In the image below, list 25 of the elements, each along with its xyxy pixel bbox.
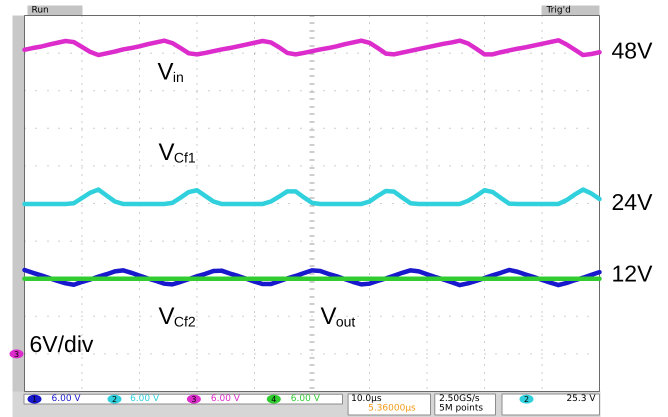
annotation: 6V/div (30, 331, 94, 358)
text: 6.00 V (210, 394, 241, 404)
text: 3 (14, 350, 20, 359)
text: 3 (191, 395, 196, 404)
text: 6.00 V (130, 394, 160, 404)
text: Run (32, 6, 49, 16)
text: 1 (32, 395, 38, 404)
text: 12V (612, 260, 654, 286)
text: 48V (612, 38, 654, 64)
text: 2 (524, 395, 530, 404)
text: 6.00 V (290, 394, 321, 404)
text: Trig'd (546, 6, 571, 16)
text: 5M points (439, 404, 484, 414)
text: 25.3 V (566, 394, 596, 404)
series-label: VCf1 (158, 139, 196, 166)
series-label: VCf2 (158, 303, 196, 330)
text: 5.36000µs (368, 404, 416, 414)
series-label: Vout (320, 303, 356, 330)
text: 24V (612, 189, 654, 216)
text: 2.50GS/s (439, 394, 480, 404)
text: 10.0µs (351, 394, 382, 404)
text: 4 (271, 395, 276, 404)
text: 2 (112, 395, 118, 404)
series-label: Vin (158, 58, 184, 86)
text: 6.00 V (52, 394, 82, 404)
